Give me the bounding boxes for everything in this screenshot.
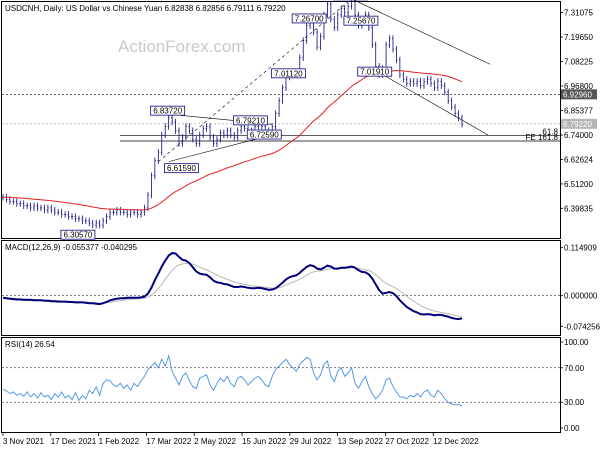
pivot-box: [164, 163, 199, 174]
price-header: USDCNH, Daily: US Dollar vs Chinese Yuan…: [5, 4, 286, 13]
x-tick-label: 2 May 2022: [194, 437, 236, 446]
price-y-tick-label: 6.51200: [564, 180, 593, 189]
x-tick-label: 27 Oct 2022: [385, 437, 429, 446]
macd-y-tick-label: -0.074256: [564, 322, 600, 331]
price-y-tick-label: 6.39835: [564, 204, 593, 213]
pivot-box: [246, 129, 282, 140]
rsi-y-tick-label: 30.00: [564, 398, 585, 407]
fib-label: FE 161.8: [526, 133, 559, 142]
x-tick-label: 12 Dec 2022: [433, 437, 479, 446]
channel-upper: [353, 0, 491, 65]
pivot-label: 6.30570: [63, 231, 92, 240]
axis-layer: 7.31075 7.19650 7.08225 6.96800 6.85377 6.740…: [2, 9, 600, 446]
x-tick-label: 17 Dec 2021: [51, 437, 97, 446]
pivot-label: 6.72590: [250, 131, 279, 140]
watermark: ActionForex.com: [118, 37, 246, 56]
pivot-label: 7.01910: [360, 68, 389, 77]
price-panel: [1, 1, 561, 239]
rsi-y-tick-label: 70.00: [564, 364, 585, 373]
macd-line: [2, 252, 463, 321]
macd-y-tick-label: 0.114909: [564, 243, 597, 252]
macd-y-tick-label: 0.000000: [564, 291, 598, 300]
price-y-tick-label: 6.96800: [564, 82, 593, 91]
macd-header: MACD(12,26,9) -0.055377 -0.040295: [5, 243, 138, 252]
price-tag-label: 6.92960: [563, 90, 592, 99]
channel-lower: [375, 70, 489, 136]
price-y-tick-label: 6.85377: [564, 107, 593, 116]
wedge-bottom: [168, 134, 273, 162]
price-tag-label: 6.79220: [563, 120, 592, 129]
price-tag: [561, 89, 597, 100]
pivot-label: 7.26700: [295, 14, 324, 23]
pivot-box: [357, 66, 393, 77]
panel-frames: [1, 1, 561, 433]
pivot-label: 6.83720: [153, 107, 182, 116]
pivot-label: 6.61590: [167, 164, 196, 173]
x-tick-label: 15 Jun 2022: [242, 437, 287, 446]
pivot-label: 7.01120: [274, 69, 303, 78]
pivot-box: [233, 115, 268, 126]
rsi-layer: [2, 353, 463, 407]
price-y-tick-label: 7.19650: [564, 33, 593, 42]
x-tick-label: 3 Nov 2021: [3, 437, 44, 446]
macd-layer: [2, 252, 463, 321]
pivot-box: [60, 229, 96, 240]
price-y-tick-label: 6.62624: [564, 155, 593, 164]
macd-panel: [1, 240, 561, 336]
pivot-box: [271, 68, 306, 79]
price-layer: 7.374507.267007.256707.011207.019106.837…: [2, 0, 463, 240]
x-tick-label: 17 Mar 2022: [146, 437, 191, 446]
fib-label: 61.8: [542, 127, 558, 136]
pivot-box: [291, 13, 327, 24]
rsi-panel: [1, 337, 561, 433]
x-tick-label: 29 Jul 2022: [290, 437, 332, 446]
grid-layer: 61.8FE 161.8: [2, 0, 560, 403]
trend-dashed: [158, 0, 351, 162]
x-tick-label: 13 Sep 2022: [338, 437, 384, 446]
rsi-y-tick-label: 100.00: [564, 338, 589, 347]
rsi-y-tick-label: 0.00: [564, 424, 580, 433]
rsi-header: RSI(14) 26.54: [5, 340, 55, 349]
price-tag: [561, 118, 597, 129]
pivot-label: 7.25670: [346, 17, 375, 26]
price-y-tick-label: 7.08225: [564, 58, 593, 67]
price-y-tick-label: 6.74000: [564, 131, 593, 140]
x-tick-label: 1 Feb 2022: [99, 437, 140, 446]
rsi-line: [2, 353, 463, 407]
pivot-label: 6.79210: [236, 116, 265, 125]
pivot-box: [343, 15, 379, 26]
pivot-box: [150, 105, 186, 116]
price-y-tick-label: 7.31075: [564, 9, 593, 18]
